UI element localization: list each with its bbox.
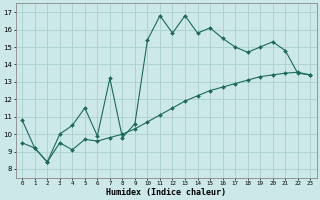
X-axis label: Humidex (Indice chaleur): Humidex (Indice chaleur) bbox=[106, 188, 226, 197]
